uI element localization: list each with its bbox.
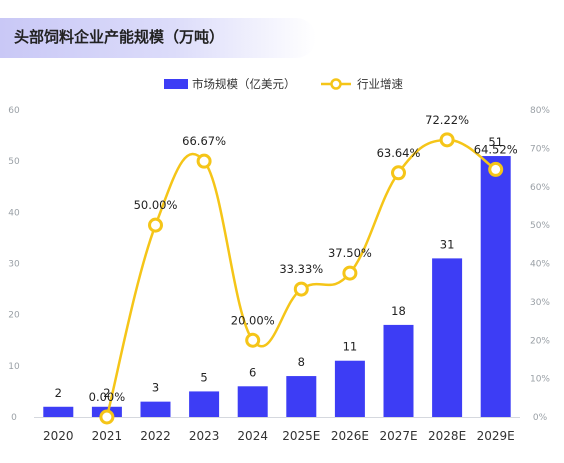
- x-tick-label: 2028E: [428, 429, 466, 443]
- y-right-tick-label: 70%: [530, 144, 550, 154]
- x-tick-label: 2022: [140, 429, 171, 443]
- bar: [140, 401, 171, 417]
- y-right-tick-label: 60%: [530, 183, 550, 193]
- y-left-tick-label: 60: [8, 106, 20, 116]
- growth-rate-point: [245, 332, 261, 348]
- y-left-tick-label: 20: [8, 311, 20, 321]
- growth-rate-label: 33.33%: [279, 262, 323, 276]
- x-tick-label: 2020: [43, 429, 74, 443]
- x-tick-label: 2021: [92, 429, 123, 443]
- bar: [189, 391, 220, 417]
- bar-value-label: 8: [298, 355, 305, 369]
- y-right-tick-label: 80%: [530, 106, 550, 116]
- y-right-tick-label: 30%: [530, 298, 550, 308]
- bar-value-label: 5: [200, 370, 207, 384]
- bar-value-label: 11: [343, 340, 358, 354]
- bar: [237, 386, 268, 417]
- growth-rate-label: 66.67%: [182, 134, 226, 148]
- y-right-tick-label: 0%: [533, 413, 548, 423]
- x-tick-label: 2026E: [331, 429, 369, 443]
- bar: [383, 324, 414, 417]
- title-banner: 头部饲料企业产能规模（万吨）: [0, 18, 316, 58]
- growth-rate-label: 0.00%: [89, 390, 126, 404]
- y-right-tick-label: 10%: [530, 375, 550, 385]
- y-left-tick-label: 30: [8, 260, 20, 270]
- bar: [286, 376, 317, 417]
- growth-rate-point: [342, 265, 358, 281]
- bar-value-label: 2: [55, 386, 62, 400]
- x-tick-label: 2025E: [282, 429, 320, 443]
- y-right-tick-label: 40%: [530, 260, 550, 270]
- y-right-tick-label: 20%: [530, 336, 550, 346]
- chart-title: 头部饲料企业产能规模（万吨）: [14, 28, 225, 46]
- bar-value-label: 3: [152, 381, 159, 395]
- growth-rate-point: [99, 409, 115, 425]
- y-left-tick-label: 10: [8, 362, 20, 372]
- y-left-tick-label: 0: [11, 413, 17, 423]
- bar: [432, 258, 463, 417]
- growth-rate-point: [293, 281, 309, 297]
- growth-rate-point: [439, 132, 455, 148]
- bar: [480, 156, 511, 418]
- bar-value-label: 31: [440, 237, 455, 251]
- x-tick-label: 2029E: [477, 429, 515, 443]
- bar-value-label: 18: [391, 304, 406, 318]
- legend-bar-label: 市场规模（亿美元）: [192, 77, 296, 91]
- x-tick-label: 2024: [237, 429, 268, 443]
- legend-bar-swatch: [164, 79, 188, 89]
- growth-rate-point: [488, 161, 504, 177]
- y-left-tick-label: 40: [8, 208, 20, 218]
- bar-value-label: 51: [488, 135, 503, 149]
- growth-rate-label: 20.00%: [231, 313, 275, 327]
- bar-value-label: 2: [103, 386, 110, 400]
- growth-rate-point: [148, 217, 163, 233]
- bar: [43, 406, 74, 417]
- bar: [334, 360, 365, 417]
- growth-rate-point: [196, 153, 212, 169]
- y-right-tick-label: 50%: [530, 221, 550, 231]
- growth-rate-label: 64.52%: [474, 142, 518, 156]
- x-tick-label: 2023: [189, 429, 220, 443]
- x-tick-label: 2027E: [379, 429, 417, 443]
- growth-rate-label: 37.50%: [328, 246, 372, 260]
- growth-rate-label: 63.64%: [377, 146, 421, 160]
- legend-line-label: 行业增速: [357, 77, 403, 91]
- growth-rate-label: 72.22%: [425, 113, 469, 127]
- growth-rate-label: 50.00%: [134, 198, 178, 212]
- bar-value-label: 6: [249, 365, 256, 379]
- y-left-tick-label: 50: [8, 157, 20, 167]
- legend-line-marker: [330, 78, 342, 90]
- growth-rate-point: [391, 165, 406, 181]
